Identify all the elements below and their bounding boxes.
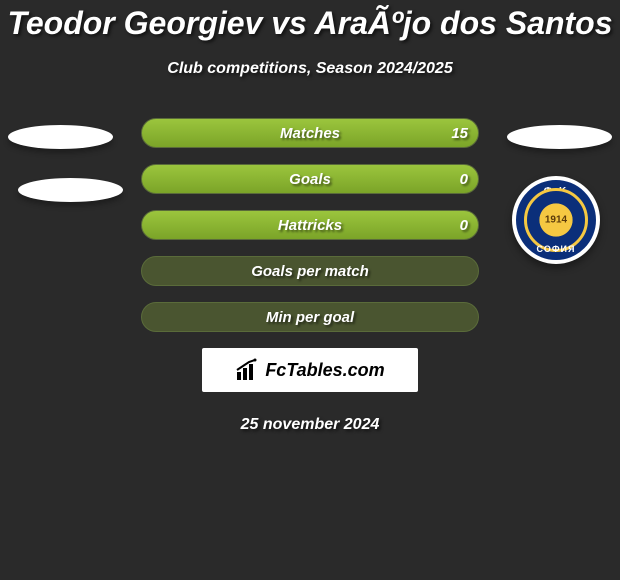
stat-label: Hattricks <box>278 217 342 234</box>
stat-label: Matches <box>280 125 340 142</box>
stat-bar-goals: Goals 0 <box>141 164 479 194</box>
club-badge-label-bottom: СОФИЯ <box>537 244 576 254</box>
stat-label: Min per goal <box>266 309 354 326</box>
season-subtitle: Club competitions, Season 2024/2025 <box>0 60 620 78</box>
decorative-ellipse-right <box>507 125 612 149</box>
stat-value: 0 <box>460 217 468 234</box>
stat-bar-matches: Matches 15 <box>141 118 479 148</box>
stat-value: 15 <box>451 125 468 142</box>
club-badge: Ф K СОФИЯ <box>512 176 600 264</box>
stat-bar-hattricks: Hattricks 0 <box>141 210 479 240</box>
stat-label: Goals <box>289 171 331 188</box>
stat-label: Goals per match <box>251 263 369 280</box>
date-text: 25 november 2024 <box>0 416 620 434</box>
brand-box: FcTables.com <box>202 348 418 392</box>
club-badge-inner <box>524 188 588 252</box>
brand-text: FcTables.com <box>265 360 384 381</box>
decorative-ellipse-left-top <box>8 125 113 149</box>
chart-icon <box>235 358 259 382</box>
stat-bar-min-per-goal: Min per goal <box>141 302 479 332</box>
stat-bar-goals-per-match: Goals per match <box>141 256 479 286</box>
comparison-title: Teodor Georgiev vs AraÃºjo dos Santos <box>0 5 620 42</box>
stat-value: 0 <box>460 171 468 188</box>
decorative-ellipse-left-bottom <box>18 178 123 202</box>
